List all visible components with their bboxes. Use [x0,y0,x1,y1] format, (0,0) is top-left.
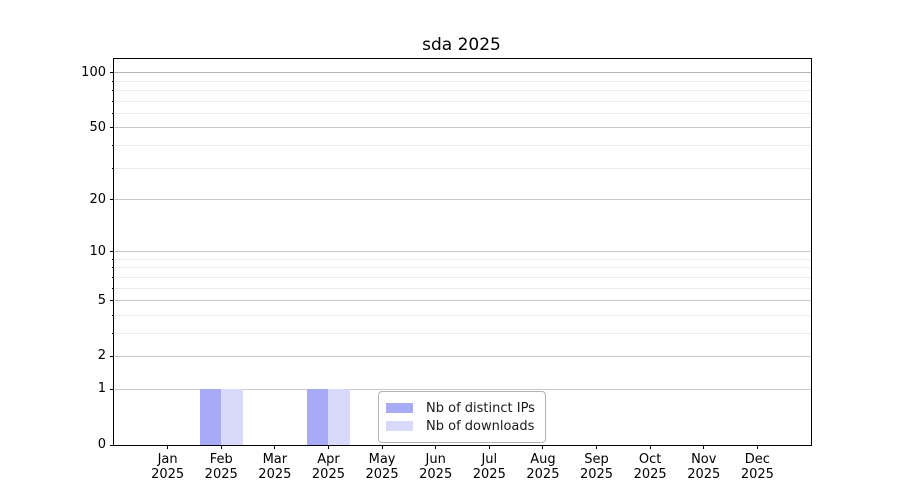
legend-swatch-distinct-ips [386,403,413,413]
bar-distinct-ips [306,389,329,445]
bar-downloads [221,389,243,445]
gridline-minor [114,113,811,115]
gridline-minor [114,267,811,269]
x-tick-mark [756,445,758,449]
legend-swatch-downloads [386,421,413,431]
y-tick-mark-minor [112,332,114,334]
x-tick-mark [327,445,329,449]
y-tick-label: 50 [89,119,106,135]
gridline-major [114,127,811,129]
x-tick-label: Sep 2025 [579,452,614,482]
x-tick-label: May 2025 [365,452,399,482]
x-tick-label: Apr 2025 [311,452,345,482]
y-tick-mark [110,355,114,357]
x-tick-label: Jan 2025 [151,452,185,482]
y-tick-label: 5 [97,292,106,308]
x-tick-mark [488,445,490,449]
x-tick-mark [274,445,276,449]
legend-item-downloads: Nb of downloads [386,418,535,434]
y-tick-mark [110,388,114,390]
y-tick-mark [110,127,114,129]
gridline-minor [114,145,811,147]
y-tick-mark-minor [112,90,114,92]
y-tick-label: 100 [81,64,106,80]
x-tick-mark [596,445,598,449]
x-tick-mark [435,445,437,449]
x-tick-mark [703,445,705,449]
x-tick-label: Aug 2025 [526,452,560,482]
x-tick-label: Nov 2025 [687,452,721,482]
x-tick-mark [649,445,651,449]
x-tick-label: Feb 2025 [204,452,238,482]
gridline-major [114,355,811,357]
x-tick-label: Jun 2025 [419,452,453,482]
y-tick-label: 2 [97,348,106,364]
x-tick-mark [167,445,169,449]
x-tick-mark [542,445,544,449]
gridline-major [114,199,811,201]
chart-title: sda 2025 [422,35,501,55]
legend-label-distinct-ips: Nb of distinct IPs [426,400,535,416]
gridline-major [114,72,811,74]
y-tick-mark-minor [112,258,114,260]
y-tick-label: 10 [89,243,106,259]
y-tick-mark [110,300,114,302]
gridline-major [114,388,811,390]
gridline-minor [114,276,811,278]
legend: Nb of distinct IPs Nb of downloads [378,391,546,443]
y-tick-mark-minor [112,167,114,169]
gridline-major [114,300,811,302]
y-tick-label: 20 [89,191,106,207]
y-tick-label: 1 [97,381,106,397]
x-tick-label: Oct 2025 [633,452,667,482]
y-tick-mark [110,199,114,201]
bar-distinct-ips [199,389,222,445]
x-tick-mark [381,445,383,449]
x-tick-label: Jul 2025 [472,452,506,482]
gridline-minor [114,80,811,82]
x-tick-label: Mar 2025 [258,452,292,482]
y-tick-mark-minor [112,113,114,115]
y-tick-mark-minor [112,267,114,269]
y-tick-mark-minor [112,80,114,82]
y-tick-mark-minor [112,314,114,316]
gridline-minor [114,287,811,289]
gridline-minor [114,332,811,334]
gridline-minor [114,258,811,260]
legend-label-downloads: Nb of downloads [426,418,535,434]
y-tick-mark [110,72,114,74]
gridline-major [114,251,811,253]
gridline-minor [114,90,811,92]
y-tick-mark [110,251,114,253]
y-tick-mark-minor [112,145,114,147]
x-tick-mark [220,445,222,449]
x-tick-label: Dec 2025 [740,452,774,482]
gridline-minor [114,100,811,102]
gridline-minor [114,314,811,316]
y-tick-mark-minor [112,287,114,289]
plot-area: Jan 2025 Feb 2025 Mar 2025 Apr 2025 May 2025… [81,58,812,482]
y-tick-mark-minor [112,100,114,102]
y-tick-mark-minor [112,276,114,278]
y-tick-mark [110,444,114,446]
y-tick-label: 0 [97,437,106,452]
gridline-minor [114,167,811,169]
bar-downloads [328,389,350,445]
legend-item-distinct-ips: Nb of distinct IPs [386,400,535,416]
